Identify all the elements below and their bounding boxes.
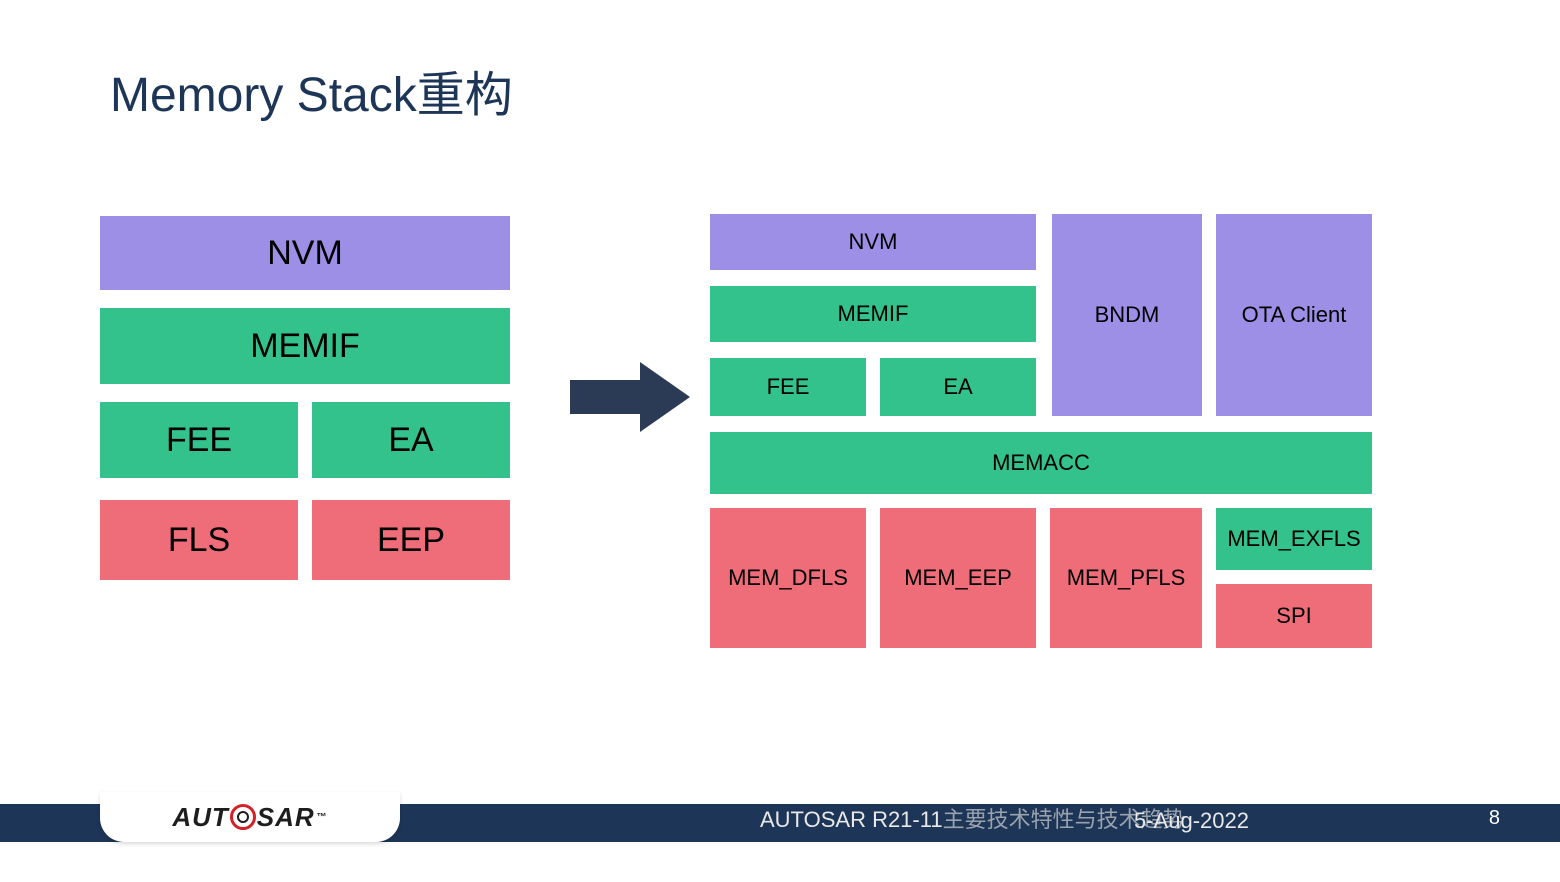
slide-title: Memory Stack重构 xyxy=(110,55,513,125)
right-bndm-label: BNDM xyxy=(1095,302,1160,328)
right-mem-pfls-block: MEM_PFLS xyxy=(1050,508,1202,648)
right-mem-eep-label: MEM_EEP xyxy=(904,565,1012,591)
left-fee-block: FEE xyxy=(100,402,298,478)
right-memif-label: MEMIF xyxy=(838,301,909,327)
left-memif-block: MEMIF xyxy=(100,308,510,384)
right-ota-label: OTA Client xyxy=(1242,302,1347,328)
right-memif-block: MEMIF xyxy=(710,286,1036,342)
right-fee-label: FEE xyxy=(767,374,810,400)
left-nvm-block: NVM xyxy=(100,216,510,290)
right-mem-exfls-block: MEM_EXFLS xyxy=(1216,508,1372,570)
logo-o-icon xyxy=(230,804,256,830)
logo-pill: AUT SAR ™ xyxy=(100,792,400,842)
left-fee-label: FEE xyxy=(166,421,232,460)
right-mem-exfls-label: MEM_EXFLS xyxy=(1227,526,1360,552)
right-memacc-label: MEMACC xyxy=(992,450,1090,476)
left-eep-block: EEP xyxy=(312,500,510,580)
transition-arrow-icon xyxy=(570,362,690,432)
right-spi-label: SPI xyxy=(1276,603,1311,629)
right-bndm-block: BNDM xyxy=(1052,214,1202,416)
slide: Memory Stack重构 NVM MEMIF FEE EA FLS EEP … xyxy=(0,0,1560,882)
right-mem-dfls-block: MEM_DFLS xyxy=(710,508,866,648)
left-fls-block: FLS xyxy=(100,500,298,580)
logo-text-pre: AUT xyxy=(172,802,228,833)
right-ea-label: EA xyxy=(943,374,972,400)
right-ota-block: OTA Client xyxy=(1216,214,1372,416)
left-memif-label: MEMIF xyxy=(250,327,360,366)
logo-tm: ™ xyxy=(317,812,328,823)
left-nvm-label: NVM xyxy=(267,234,343,273)
left-eep-label: EEP xyxy=(377,521,445,560)
right-mem-pfls-label: MEM_PFLS xyxy=(1067,565,1186,591)
right-nvm-block: NVM xyxy=(710,214,1036,270)
right-ea-block: EA xyxy=(880,358,1036,416)
right-memacc-block: MEMACC xyxy=(710,432,1372,494)
right-fee-block: FEE xyxy=(710,358,866,416)
logo-text-post: SAR xyxy=(257,802,315,833)
autosar-logo: AUT SAR ™ xyxy=(172,802,327,833)
right-nvm-label: NVM xyxy=(849,229,898,255)
footer-date: 5-Aug-2022 xyxy=(1134,808,1249,834)
right-mem-dfls-label: MEM_DFLS xyxy=(728,565,848,591)
left-ea-block: EA xyxy=(312,402,510,478)
footer-subtitle: AUTOSAR R21-11主要技术特性与技术趋势 xyxy=(760,802,1185,834)
footer-text-prefix: AUTOSAR R21-11 xyxy=(760,807,943,832)
left-fls-label: FLS xyxy=(168,521,230,560)
right-mem-eep-block: MEM_EEP xyxy=(880,508,1036,648)
right-spi-block: SPI xyxy=(1216,584,1372,648)
left-ea-label: EA xyxy=(388,421,433,460)
page-number: 8 xyxy=(1489,807,1500,830)
